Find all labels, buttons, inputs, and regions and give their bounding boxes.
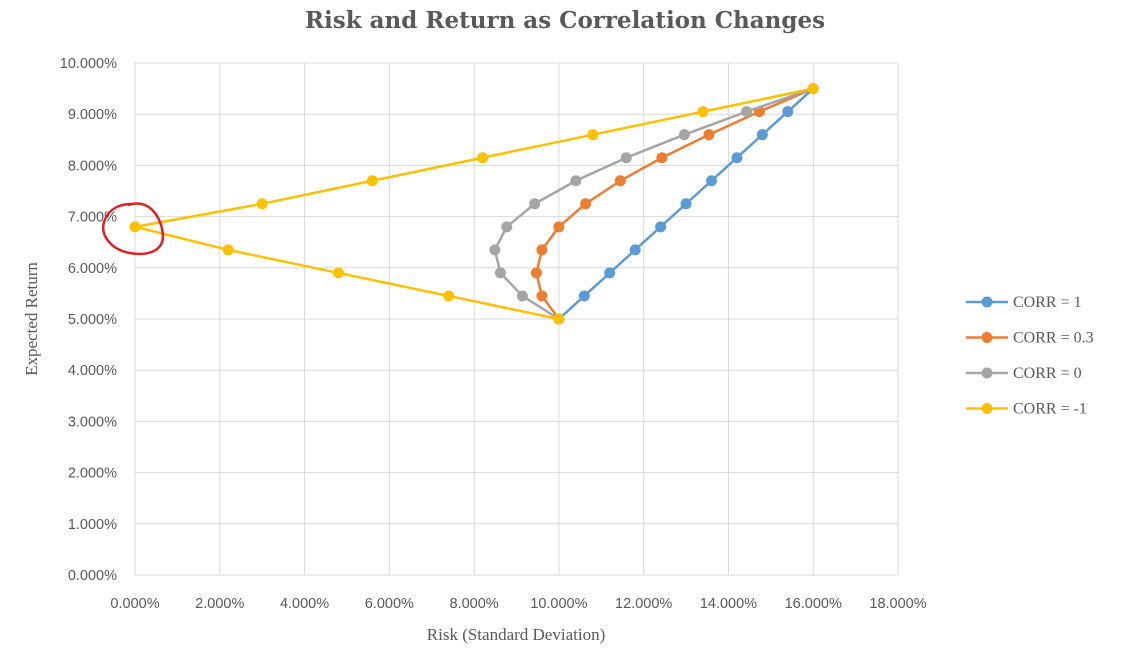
data-point: [656, 152, 668, 164]
data-point: [614, 175, 626, 187]
series-corr-1: [129, 83, 819, 325]
y-axis-ticks: 0.000% 1.000% 2.000% 3.000% 4.000% 5.000% 6.00…: [60, 56, 117, 584]
x-tick-label: 14.000%: [700, 596, 757, 612]
legend-label: CORR = 1: [1013, 294, 1082, 311]
data-point: [741, 106, 753, 118]
data-point: [222, 244, 234, 256]
x-tick-label: 4.000%: [280, 596, 329, 612]
data-point: [516, 290, 528, 302]
data-point: [570, 175, 582, 187]
legend-marker: [981, 403, 993, 414]
data-point: [366, 175, 378, 187]
data-point: [489, 244, 501, 256]
series-corr-1: [553, 83, 819, 325]
data-point: [530, 267, 542, 279]
y-tick-label: 6.000%: [68, 261, 117, 277]
data-point: [443, 290, 455, 302]
data-point: [620, 152, 632, 164]
data-point: [756, 129, 768, 141]
x-tick-label: 8.000%: [450, 596, 499, 612]
data-point: [703, 129, 715, 141]
y-axis-label: Expected Return: [22, 262, 41, 376]
data-point: [705, 175, 717, 187]
legend-label: CORR = 0.3: [1013, 330, 1094, 347]
data-point: [680, 198, 692, 210]
data-point: [655, 221, 667, 233]
data-point: [536, 244, 548, 256]
data-point: [678, 129, 690, 141]
data-point: [697, 106, 709, 118]
series-corr-0-3: [530, 83, 819, 325]
legend-marker: [981, 367, 993, 379]
y-tick-label: 5.000%: [68, 312, 117, 328]
data-point: [477, 152, 489, 164]
series-group: [129, 83, 819, 325]
data-point: [529, 198, 541, 210]
x-tick-label: 6.000%: [365, 596, 414, 612]
series-corr-0: [489, 83, 819, 325]
red-circle-annotation: [101, 202, 165, 256]
series-line: [535, 87, 814, 320]
data-point: [629, 244, 641, 256]
data-point: [782, 106, 794, 118]
legend-marker: [981, 296, 993, 308]
data-point: [536, 290, 548, 302]
series-line: [493, 87, 814, 321]
y-tick-label: 8.000%: [68, 158, 117, 174]
y-tick-label: 2.000%: [68, 466, 117, 482]
y-tick-label: 9.000%: [68, 107, 117, 123]
y-tick-label: 1.000%: [68, 517, 117, 533]
annotation: [101, 202, 165, 256]
x-tick-label: 10.000%: [530, 596, 587, 612]
legend-label: CORR = -1: [1013, 401, 1087, 418]
data-point: [129, 221, 141, 233]
x-tick-label: 18.000%: [869, 596, 926, 612]
gridlines: [134, 62, 899, 576]
data-point: [580, 198, 592, 210]
data-point: [553, 221, 565, 233]
y-tick-label: 10.000%: [60, 56, 117, 72]
y-tick-label: 4.000%: [68, 363, 117, 379]
x-tick-label: 16.000%: [785, 596, 842, 612]
y-tick-label: 0.000%: [68, 568, 117, 584]
x-tick-label: 2.000%: [195, 596, 244, 612]
data-point: [256, 198, 268, 210]
data-point: [587, 129, 599, 141]
data-point: [604, 267, 616, 279]
x-axis-label: Risk (Standard Deviation): [427, 625, 605, 644]
x-axis-ticks: 0.000% 2.000% 4.000% 6.000% 8.000% 10.000% 12.…: [110, 596, 926, 612]
data-point: [553, 313, 565, 325]
data-point: [332, 267, 344, 279]
legend: CORR = 1 CORR = 0.3 CORR = 0 CORR = -1: [966, 294, 1094, 418]
data-point: [731, 152, 743, 164]
x-tick-label: 0.000%: [110, 596, 159, 612]
data-point: [494, 267, 506, 279]
data-point: [578, 290, 590, 302]
chart-title: Risk and Return as Correlation Changes: [305, 7, 825, 34]
data-point: [501, 221, 513, 233]
y-tick-label: 3.000%: [68, 414, 117, 430]
data-point: [807, 83, 819, 95]
legend-label: CORR = 0: [1013, 365, 1082, 382]
x-tick-label: 12.000%: [615, 596, 672, 612]
legend-marker: [981, 332, 993, 343]
